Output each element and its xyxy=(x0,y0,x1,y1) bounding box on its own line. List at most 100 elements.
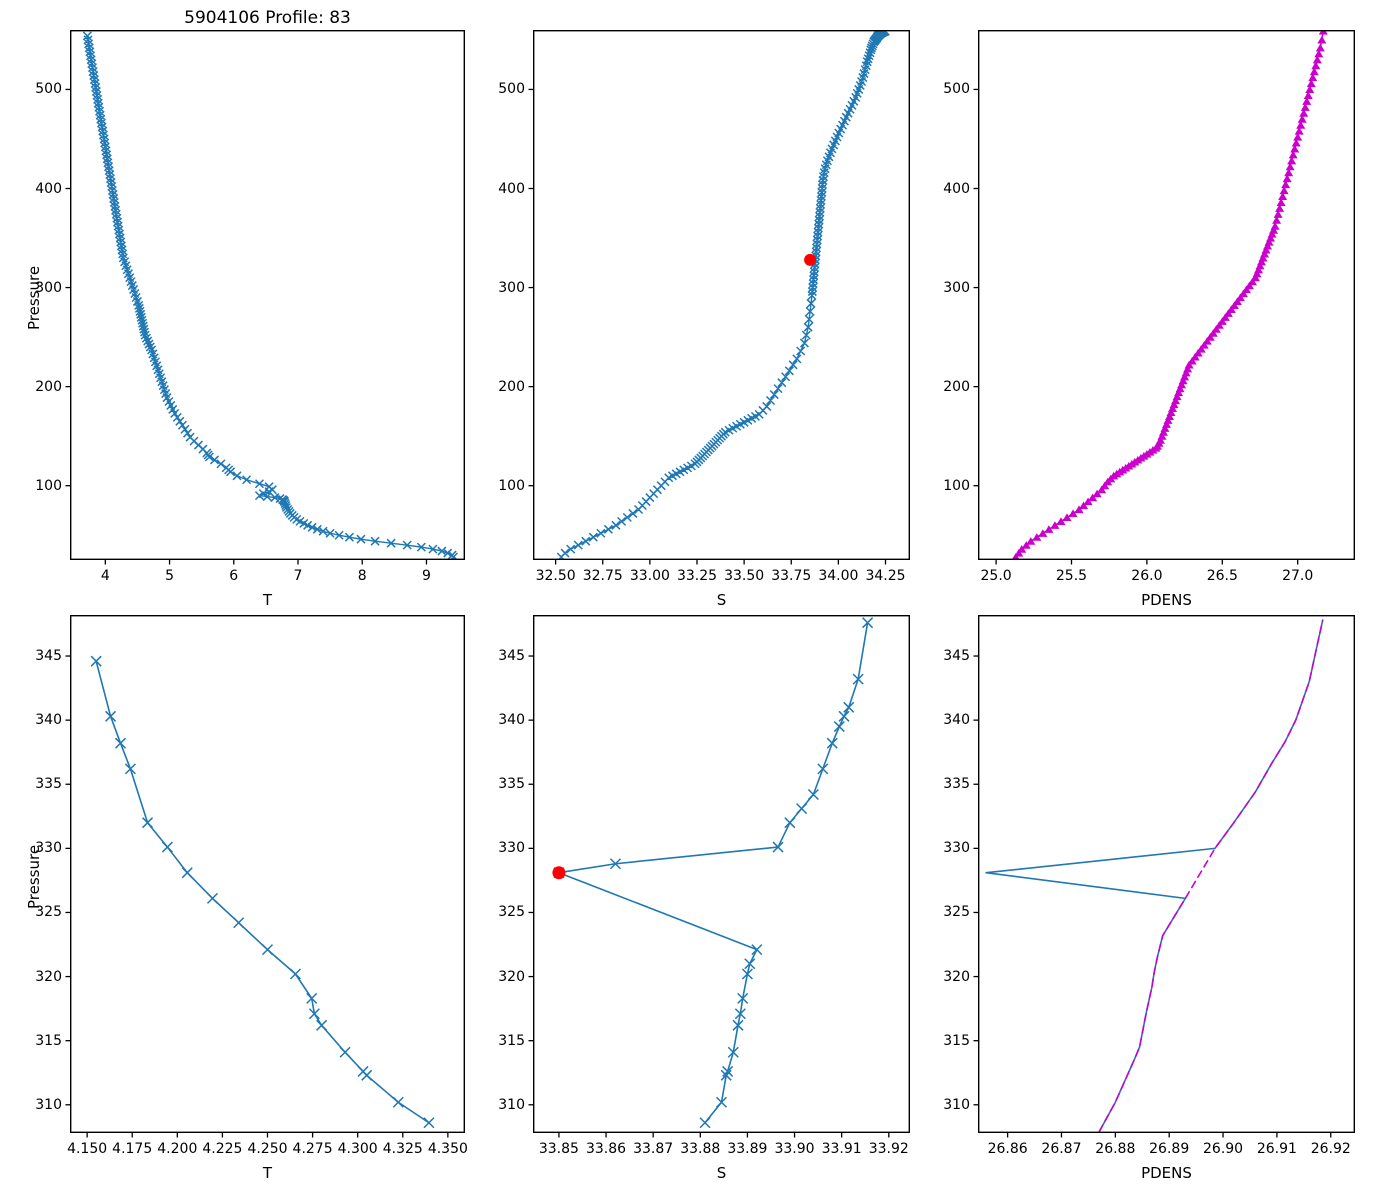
panel-temperature-zoom-markers xyxy=(90,655,435,1129)
panel-pdens-full-yticklabel: 500 xyxy=(943,81,970,98)
panel-pdens-full-xticklabel: 26.0 xyxy=(1131,568,1163,584)
panel-pdens-zoom-xticklabel: 26.89 xyxy=(1149,1141,1190,1157)
panel-temperature-zoom-yticklabel: 335 xyxy=(35,776,62,793)
panel-temperature-zoom-xlabel: T xyxy=(262,1164,273,1182)
panel-salinity-full-yticklabel: 200 xyxy=(498,378,525,395)
panel-temperature-zoom-xticklabel: 4.325 xyxy=(382,1141,423,1157)
panel-pdens-zoom-xticklabel: 26.90 xyxy=(1203,1141,1244,1157)
panel-temperature-full-xticklabel: 8 xyxy=(357,568,367,584)
panel-temperature-zoom-yticklabel: 325 xyxy=(35,904,62,921)
panel-salinity-zoom-xticklabel: 33.92 xyxy=(868,1141,909,1157)
panel-temperature-full-xlabel: T xyxy=(262,591,273,609)
panel-pdens-zoom-frame xyxy=(977,614,1356,1133)
panel-temperature-full-xticklabel: 4 xyxy=(100,568,110,584)
panel-temperature-zoom-xticklabel: 4.250 xyxy=(247,1141,288,1157)
panel-pdens-zoom-xticklabel: 26.91 xyxy=(1256,1141,1297,1157)
panel-temperature-full-xticklabel: 9 xyxy=(421,568,431,584)
panel-salinity-zoom-xticklabel: 33.89 xyxy=(727,1141,768,1157)
panel-temperature-zoom-line-T xyxy=(95,660,430,1124)
panel-pdens-zoom xyxy=(973,614,1356,1138)
panel-pdens-full-yticklabel: 400 xyxy=(943,180,970,197)
panel-salinity-zoom-xticklabel: 33.88 xyxy=(680,1141,721,1157)
panel-salinity-full-canvas xyxy=(528,29,911,565)
panel-salinity-full-xticklabel: 33.75 xyxy=(771,568,812,584)
panel-salinity-full-xticklabel: 33.25 xyxy=(676,568,718,584)
panel-salinity-full-xticklabel: 32.75 xyxy=(582,568,623,584)
panel-pdens-zoom-yticklabel: 340 xyxy=(943,712,970,729)
panel-salinity-zoom-line-S xyxy=(558,621,869,1124)
flagged-salinity-point-zoom[interactable] xyxy=(552,866,566,880)
panel-temperature-zoom-xticklabel: 4.150 xyxy=(67,1141,108,1157)
panel-temperature-zoom-canvas xyxy=(65,614,466,1138)
panel-salinity-zoom-yticklabel: 310 xyxy=(498,1096,525,1113)
panel-salinity-full-yticklabel: 500 xyxy=(498,81,525,98)
panel-temperature-zoom-xticklabel: 4.350 xyxy=(427,1141,468,1157)
panel-salinity-full-markers xyxy=(556,30,890,560)
panel-pdens-zoom-xticklabel: 26.86 xyxy=(987,1141,1028,1157)
panel-temperature-zoom-yticklabel: 320 xyxy=(35,968,62,985)
panel-pdens-zoom-yticklabel: 320 xyxy=(943,968,970,985)
panel-pdens-zoom-yticklabel: 330 xyxy=(943,840,970,857)
panel-pdens-zoom-yticklabel: 335 xyxy=(943,776,970,793)
panel-temperature-full xyxy=(65,29,466,565)
panel-salinity-full-xticklabel: 34.25 xyxy=(865,568,906,584)
panel-pdens-full-yticklabel: 300 xyxy=(943,279,970,296)
panel-temperature-zoom-xticklabel: 4.225 xyxy=(202,1141,243,1157)
panel-temperature-zoom-yticklabel: 310 xyxy=(35,1096,62,1113)
panel-pdens-zoom-xticklabel: 26.87 xyxy=(1041,1141,1082,1157)
panel-salinity-full xyxy=(528,29,911,565)
panel-salinity-zoom-markers xyxy=(553,617,874,1129)
panel-salinity-zoom-xticklabel: 33.87 xyxy=(633,1141,674,1157)
panel-pdens-full-yticklabel: 200 xyxy=(943,378,970,395)
panel-salinity-full-xlabel: S xyxy=(716,591,727,609)
panel-pdens-full-xticklabel: 27.0 xyxy=(1282,568,1314,584)
panel-temperature-zoom-ylabel: Pressure xyxy=(25,844,43,909)
panel-salinity-zoom-yticklabel: 330 xyxy=(498,840,525,857)
panel-temperature-zoom-frame xyxy=(69,614,466,1133)
panel-salinity-zoom-frame xyxy=(532,614,911,1133)
panel-temperature-zoom-xticklabel: 4.200 xyxy=(157,1141,198,1157)
panel-temperature-full-frame xyxy=(69,29,466,560)
panel-temperature-full-ylabel: Pressure xyxy=(25,265,43,330)
panel-temperature-zoom-xticklabel: 4.175 xyxy=(112,1141,153,1157)
panel-pdens-full-yticklabel: 100 xyxy=(943,477,970,494)
panel-pdens-zoom-xticklabel: 26.88 xyxy=(1095,1141,1136,1157)
panel-temperature-zoom xyxy=(65,614,466,1138)
panel-pdens-zoom-xticklabel: 26.92 xyxy=(1310,1141,1351,1157)
panel-salinity-zoom-xticklabel: 33.91 xyxy=(821,1141,862,1157)
figure-title: 5904106 Profile: 83 xyxy=(184,8,351,28)
panel-pdens-full-xticklabel: 25.5 xyxy=(1055,568,1088,584)
panel-pdens-zoom-yticklabel: 345 xyxy=(943,648,970,665)
panel-pdens-zoom-xlabel: PDENS xyxy=(1141,1164,1192,1182)
panel-temperature-full-yticklabel: 100 xyxy=(35,477,62,494)
panel-salinity-zoom-yticklabel: 325 xyxy=(498,904,525,921)
panel-salinity-zoom-yticklabel: 335 xyxy=(498,776,525,793)
panel-temperature-zoom-yticklabel: 345 xyxy=(35,648,62,665)
panel-temperature-zoom-xticklabel: 4.300 xyxy=(337,1141,378,1157)
panel-pdens-full-frame xyxy=(977,29,1356,560)
panel-salinity-zoom-xticklabel: 33.90 xyxy=(774,1141,815,1157)
panel-temperature-full-yticklabel: 400 xyxy=(35,180,62,197)
panel-pdens-full-xticklabel: 26.5 xyxy=(1206,568,1238,584)
panel-temperature-zoom-yticklabel: 340 xyxy=(35,712,62,729)
panel-temperature-zoom-xticklabel: 4.275 xyxy=(292,1141,333,1157)
flagged-salinity-point[interactable] xyxy=(804,253,817,266)
panel-salinity-zoom xyxy=(528,614,911,1138)
panel-salinity-full-yticklabel: 300 xyxy=(498,279,525,296)
panel-salinity-zoom-xticklabel: 33.85 xyxy=(538,1141,579,1157)
panel-pdens-zoom-line-PDENS-original xyxy=(985,619,1324,1133)
panel-salinity-full-line-S xyxy=(560,30,887,558)
panel-salinity-full-yticklabel: 100 xyxy=(498,477,525,494)
panel-temperature-full-xticklabel: 6 xyxy=(229,568,239,584)
panel-pdens-full-xticklabel: 25.0 xyxy=(980,568,1012,584)
panel-pdens-full xyxy=(973,29,1356,565)
panel-salinity-zoom-yticklabel: 345 xyxy=(498,648,525,665)
panel-salinity-full-frame xyxy=(532,29,911,560)
panel-salinity-zoom-canvas xyxy=(528,614,911,1138)
panel-salinity-full-xticklabel: 34.00 xyxy=(818,568,859,584)
panel-temperature-full-yticklabel: 200 xyxy=(35,378,62,395)
panel-temperature-full-yticklabel: 500 xyxy=(35,81,62,98)
panel-salinity-zoom-yticklabel: 340 xyxy=(498,712,525,729)
panel-pdens-zoom-line-PDENS-adjusted xyxy=(1098,619,1324,1133)
